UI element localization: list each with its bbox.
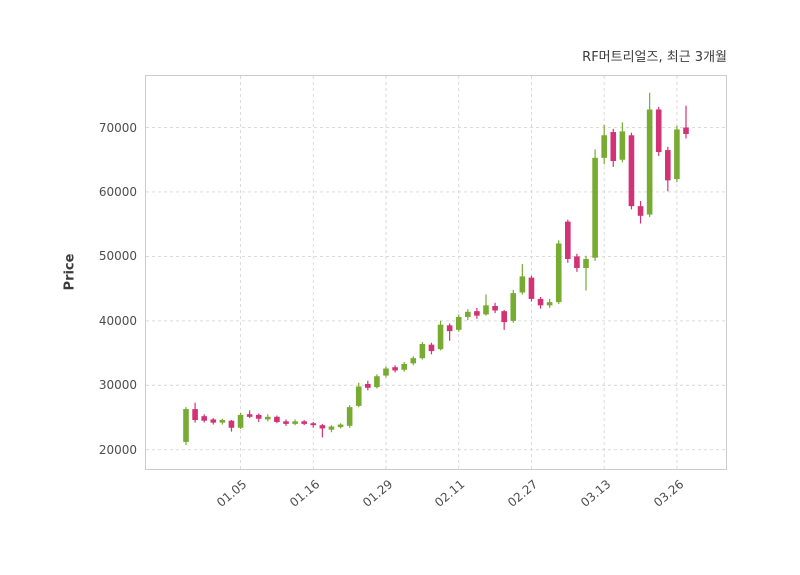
- candle-body: [601, 135, 607, 158]
- candle-body: [401, 363, 407, 370]
- candle-body: [201, 416, 207, 421]
- candle-body: [683, 127, 689, 134]
- candle-body: [255, 414, 262, 419]
- candle-body: [574, 256, 580, 268]
- candle-body: [619, 131, 626, 160]
- candle-body: [674, 129, 680, 180]
- candle-body: [328, 426, 335, 430]
- candle-body: [192, 409, 198, 421]
- candle-body: [228, 420, 235, 428]
- candle-body: [455, 316, 462, 330]
- candle-body: [655, 109, 662, 153]
- x-tick-label: 02.11: [432, 477, 468, 510]
- candle-body: [483, 305, 489, 315]
- candle-body: [183, 409, 189, 442]
- candle-body: [465, 311, 471, 317]
- candle-body: [628, 135, 635, 207]
- x-tick-label: 01.16: [286, 477, 323, 510]
- candle-body: [283, 421, 289, 424]
- y-tick-label: 30000: [98, 378, 137, 393]
- candle-body: [592, 157, 598, 258]
- candle-body: [219, 420, 226, 423]
- candle-body: [355, 386, 362, 406]
- x-tick-label: 03.13: [577, 477, 614, 510]
- x-tick-label: 01.29: [359, 477, 395, 510]
- candle-body: [528, 277, 535, 299]
- candle-body: [346, 407, 353, 426]
- candle-body: [474, 311, 480, 316]
- candle-body: [665, 150, 671, 181]
- candle-body: [583, 258, 589, 268]
- y-tick-label: 40000: [98, 313, 137, 328]
- candle-body: [210, 419, 217, 423]
- candle-body: [492, 306, 498, 311]
- candle-body: [310, 423, 317, 426]
- candle-body: [237, 414, 244, 428]
- candle-body: [292, 421, 298, 424]
- candle-body: [446, 325, 453, 332]
- candle-body: [610, 132, 617, 162]
- candle-body: [383, 368, 389, 376]
- y-axis-label: Price: [62, 253, 78, 291]
- candle-body: [274, 416, 280, 422]
- candle-body: [501, 311, 507, 323]
- candle-body: [246, 414, 253, 417]
- candle-body: [510, 293, 517, 321]
- candle-body: [392, 367, 398, 371]
- candle-body: [265, 416, 271, 420]
- x-tick-label: 03.26: [650, 477, 686, 510]
- y-tick-label: 50000: [98, 249, 137, 264]
- candle-body: [428, 344, 435, 352]
- candle-body: [565, 221, 571, 259]
- candle-body: [519, 276, 526, 293]
- candle-body: [365, 383, 371, 388]
- candle-body: [546, 302, 553, 306]
- candle-body: [646, 109, 653, 215]
- candle-body: [319, 425, 326, 429]
- candle-body: [301, 421, 307, 424]
- candle-body: [337, 424, 344, 428]
- candles-svg: [146, 76, 726, 469]
- y-tick-label: 60000: [98, 184, 137, 199]
- y-tick-label: 70000: [98, 120, 137, 135]
- candle-body: [419, 344, 426, 359]
- plot-area: [145, 75, 727, 470]
- candle-body: [637, 206, 644, 216]
- candle-body: [537, 298, 544, 306]
- candle-body: [410, 358, 417, 364]
- candle-body: [437, 324, 444, 350]
- x-tick-label: 01.05: [214, 477, 250, 510]
- y-tick-label: 20000: [98, 442, 137, 457]
- x-tick-label: 02.27: [505, 477, 541, 510]
- candle-body: [374, 376, 380, 388]
- chart-title: RF머트리얼즈, 최근 3개월: [582, 50, 727, 65]
- candle-body: [555, 243, 562, 303]
